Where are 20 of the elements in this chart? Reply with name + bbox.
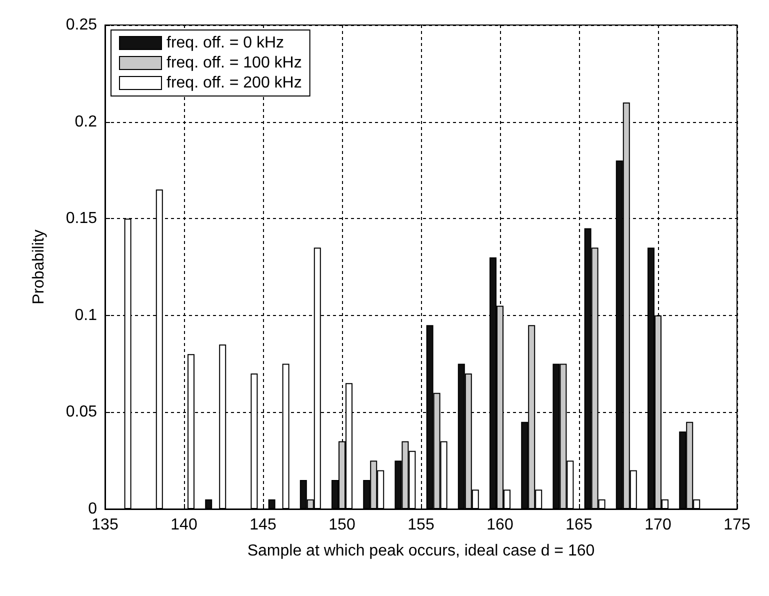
y-tick-label: 0.2	[74, 113, 98, 130]
y-tick-label: 0.15	[66, 210, 98, 228]
legend-label: freq. off. = 0 kHz	[166, 34, 284, 52]
x-tick-label: 155	[408, 516, 434, 534]
x-tick-label: 165	[566, 516, 592, 534]
x-tick-label: 150	[328, 516, 356, 534]
y-tick-label: 0.1	[74, 306, 98, 324]
y-axis-title: Probability	[30, 230, 48, 304]
y-tick-label: 0.05	[66, 404, 98, 421]
legend-label: freq. off. = 100 kHz	[166, 54, 302, 72]
x-tick-label: 175	[724, 516, 750, 534]
x-tick-label: 140	[170, 516, 198, 534]
x-tick-label: 170	[644, 516, 672, 534]
y-tick-label: 0.25	[66, 16, 98, 34]
legend-label: freq. off. = 200 kHz	[166, 74, 302, 92]
x-tick-label: 145	[250, 516, 276, 534]
x-tick-label: 160	[486, 516, 514, 534]
x-axis-title: Sample at which peak occurs, ideal case d = 160	[247, 542, 595, 560]
x-tick-label: 135	[92, 516, 118, 534]
y-tick-label: 0	[88, 500, 98, 518]
